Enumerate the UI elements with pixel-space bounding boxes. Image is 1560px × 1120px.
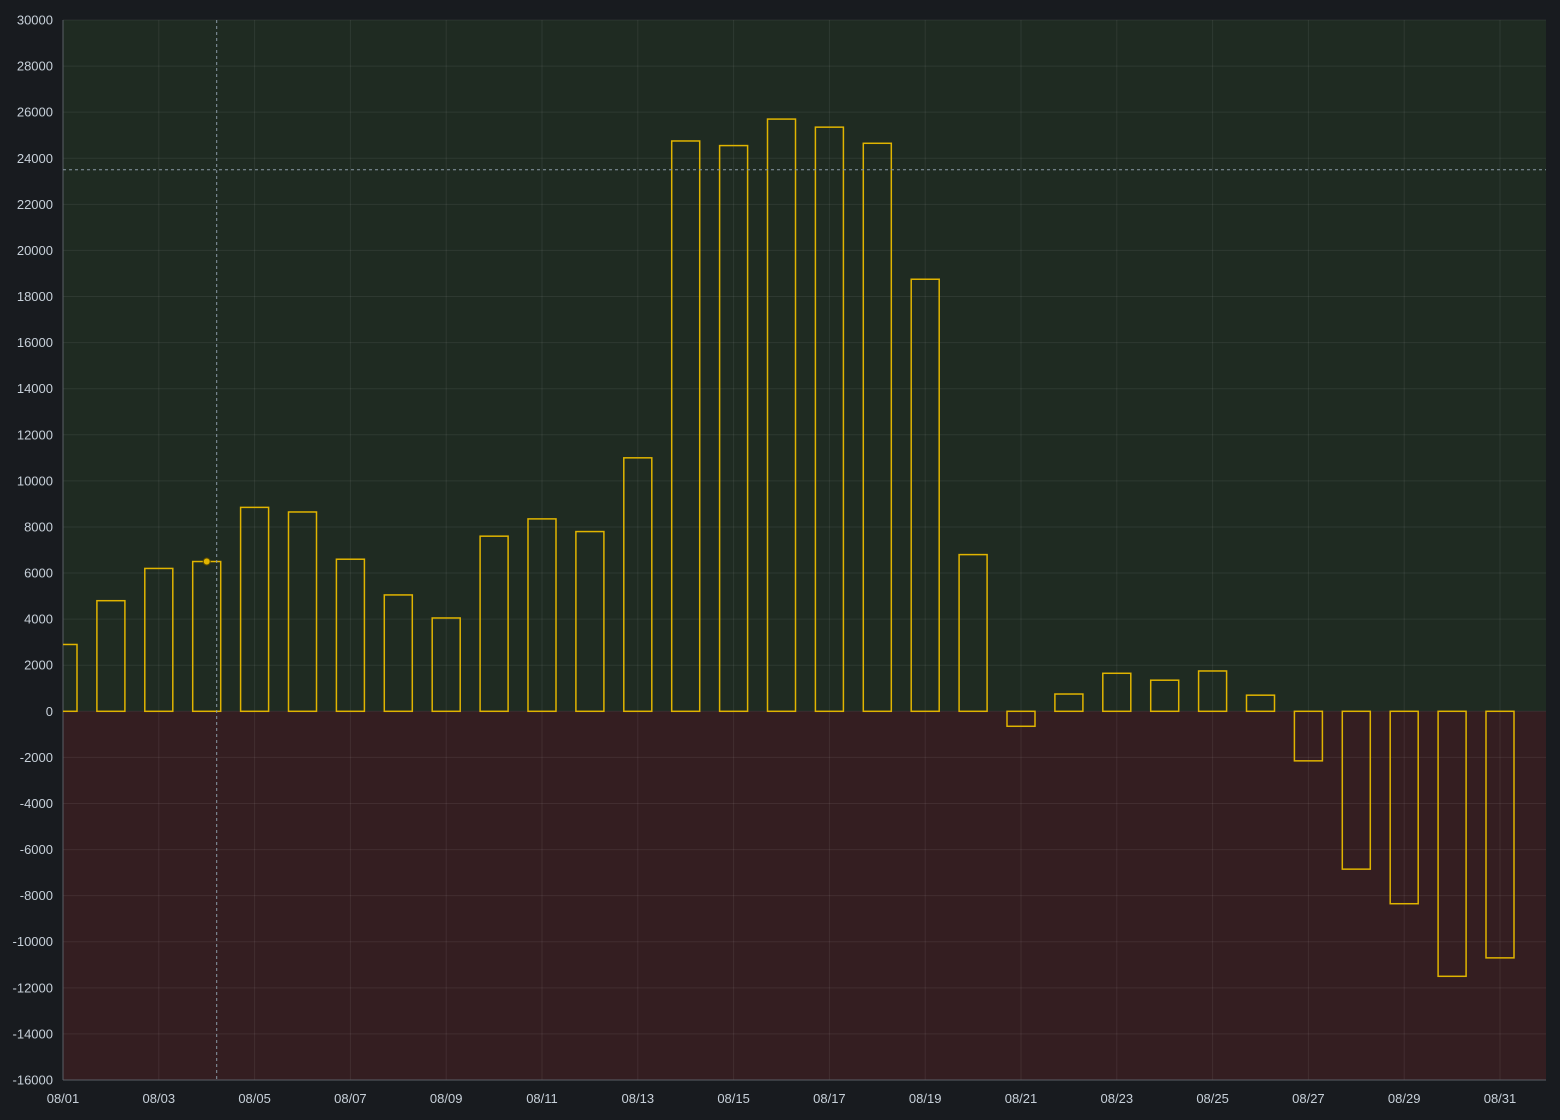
hover-point-marker[interactable] bbox=[202, 557, 211, 566]
y-tick-label: 14000 bbox=[17, 381, 53, 396]
bar-08-06[interactable] bbox=[287, 511, 318, 713]
x-tick-label: 08/29 bbox=[1388, 1091, 1421, 1106]
bar-08-15[interactable] bbox=[718, 144, 749, 713]
y-tick-label: 18000 bbox=[17, 289, 53, 304]
bar-08-08[interactable] bbox=[383, 594, 414, 713]
y-tick-label: 8000 bbox=[24, 519, 53, 534]
x-tick-label: 08/13 bbox=[622, 1091, 655, 1106]
bar-08-11[interactable] bbox=[527, 518, 557, 713]
y-tick-label: 2000 bbox=[24, 658, 53, 673]
bar-08-12[interactable] bbox=[575, 530, 605, 713]
x-tick-label: 08/15 bbox=[717, 1091, 750, 1106]
y-tick-label: 6000 bbox=[24, 566, 53, 581]
x-tick-label: 08/07 bbox=[334, 1091, 367, 1106]
bar-08-17[interactable] bbox=[814, 126, 845, 713]
bar-08-30[interactable] bbox=[1437, 710, 1467, 978]
bar-08-23[interactable] bbox=[1102, 672, 1132, 713]
x-tick-label: 08/05 bbox=[238, 1091, 271, 1106]
y-tick-label: 30000 bbox=[17, 13, 53, 28]
bar-08-21[interactable] bbox=[1006, 710, 1036, 728]
bar-08-18[interactable] bbox=[862, 142, 893, 713]
y-tick-label: 16000 bbox=[17, 335, 53, 350]
x-tick-label: 08/01 bbox=[47, 1091, 80, 1106]
bar-08-20[interactable] bbox=[958, 553, 988, 713]
y-tick-label: 0 bbox=[46, 704, 53, 719]
x-tick-label: 08/03 bbox=[143, 1091, 176, 1106]
y-tick-label: -6000 bbox=[20, 842, 53, 857]
bar-08-02[interactable] bbox=[96, 599, 126, 713]
x-tick-label: 08/27 bbox=[1292, 1091, 1325, 1106]
bars-group bbox=[49, 118, 1515, 978]
y-tick-label: -10000 bbox=[13, 934, 53, 949]
bar-08-22[interactable] bbox=[1054, 693, 1084, 713]
bar-08-24[interactable] bbox=[1149, 679, 1180, 713]
bar-08-31[interactable] bbox=[1485, 710, 1515, 959]
bar-08-26[interactable] bbox=[1245, 694, 1276, 713]
x-tick-label: 08/11 bbox=[526, 1091, 558, 1106]
y-tick-label: 12000 bbox=[17, 427, 53, 442]
x-tick-label: 08/09 bbox=[430, 1091, 463, 1106]
bar-08-03[interactable] bbox=[144, 567, 174, 713]
x-tick-label: 08/17 bbox=[813, 1091, 846, 1106]
bar-08-13[interactable] bbox=[623, 457, 653, 713]
x-tick-label: 08/21 bbox=[1005, 1091, 1038, 1106]
bar-08-27[interactable] bbox=[1293, 710, 1324, 762]
bar-08-10[interactable] bbox=[479, 535, 509, 713]
positive-threshold-region bbox=[63, 20, 1546, 712]
bar-08-05[interactable] bbox=[239, 506, 270, 713]
y-tick-label: -8000 bbox=[20, 888, 53, 903]
y-tick-label: -2000 bbox=[20, 750, 53, 765]
y-tick-label: -4000 bbox=[20, 796, 53, 811]
bar-08-16[interactable] bbox=[766, 118, 797, 713]
bar-08-25[interactable] bbox=[1197, 670, 1228, 713]
bar-08-19[interactable] bbox=[910, 278, 940, 713]
y-tick-label: 20000 bbox=[17, 243, 53, 258]
x-tick-label: 08/23 bbox=[1101, 1091, 1134, 1106]
y-tick-label: 4000 bbox=[24, 612, 53, 627]
bar-08-28[interactable] bbox=[1341, 710, 1372, 870]
y-tick-label: 22000 bbox=[17, 197, 53, 212]
x-tick-label: 08/19 bbox=[909, 1091, 942, 1106]
y-tick-label: -12000 bbox=[13, 980, 53, 995]
y-tick-label: -14000 bbox=[13, 1026, 53, 1041]
x-tick-label: 08/31 bbox=[1484, 1091, 1517, 1106]
bar-08-14[interactable] bbox=[670, 140, 701, 713]
y-tick-label: 10000 bbox=[17, 473, 53, 488]
y-tick-label: -16000 bbox=[13, 1073, 53, 1088]
bar-08-07[interactable] bbox=[335, 558, 366, 713]
y-tick-label: 28000 bbox=[17, 59, 53, 74]
y-tick-label: 24000 bbox=[17, 151, 53, 166]
bar-08-09[interactable] bbox=[431, 617, 461, 713]
y-tick-label: 26000 bbox=[17, 105, 53, 120]
bar-08-29[interactable] bbox=[1389, 710, 1419, 905]
x-tick-label: 08/25 bbox=[1196, 1091, 1229, 1106]
negative-threshold-region bbox=[63, 711, 1546, 1080]
bar-08-01[interactable] bbox=[49, 643, 78, 713]
